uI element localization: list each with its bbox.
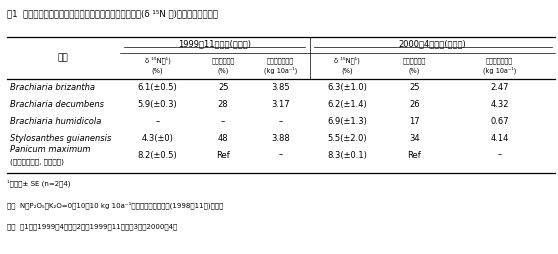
Text: 収穫  第1回：1999年4月、第2回：1999年11月、第3回：2000年4月: 収穫 第1回：1999年4月、第2回：1999年11月、第3回：2000年4月 [7, 224, 177, 230]
Text: 5.5(±2.0): 5.5(±2.0) [328, 134, 367, 143]
Text: 草種: 草種 [58, 53, 69, 62]
Text: 3.85: 3.85 [271, 84, 290, 92]
Text: 0.67: 0.67 [490, 117, 509, 126]
Text: 4.3(±0): 4.3(±0) [142, 134, 174, 143]
Text: (%): (%) [152, 67, 163, 74]
Text: Stylosanthes guianensis: Stylosanthes guianensis [10, 134, 112, 143]
Text: –: – [156, 117, 160, 126]
Text: Brachiaria decumbens: Brachiaria decumbens [10, 100, 104, 109]
Text: –: – [278, 117, 282, 126]
Text: Brachiaria brizantha: Brachiaria brizantha [10, 84, 95, 92]
Text: (%): (%) [341, 67, 353, 74]
Text: 窒素固定窒率: 窒素固定窒率 [211, 57, 235, 64]
Text: 推定窒素固定量: 推定窒素固定量 [267, 57, 294, 64]
Text: 6.9(±1.3): 6.9(±1.3) [328, 117, 367, 126]
Text: 8.3(±0.1): 8.3(±0.1) [328, 151, 367, 160]
Text: 48: 48 [218, 134, 229, 143]
Text: 17: 17 [409, 117, 420, 126]
Text: (kg 10a⁻¹): (kg 10a⁻¹) [264, 67, 297, 74]
Text: δ ¹⁵N値¹): δ ¹⁵N値¹) [145, 57, 171, 64]
Text: –: – [278, 151, 282, 160]
Text: Ref: Ref [217, 151, 230, 160]
Text: (kg 10a⁻¹): (kg 10a⁻¹) [483, 67, 516, 74]
Text: 3.88: 3.88 [271, 134, 290, 143]
Text: 6.3(±1.0): 6.3(±1.0) [328, 84, 367, 92]
Text: –: – [497, 151, 502, 160]
Text: Panicum maximum: Panicum maximum [10, 145, 90, 154]
Text: 5.9(±0.3): 5.9(±0.3) [138, 100, 177, 109]
Text: 25: 25 [218, 84, 228, 92]
Text: 25: 25 [409, 84, 420, 92]
Text: 3.17: 3.17 [271, 100, 290, 109]
Text: 4.32: 4.32 [490, 100, 509, 109]
Text: 4.14: 4.14 [490, 134, 508, 143]
Text: Brachiaria humidicola: Brachiaria humidicola [10, 117, 102, 126]
Text: 26: 26 [409, 100, 420, 109]
Text: 6.1(±0.5): 6.1(±0.5) [138, 84, 177, 92]
Text: δ ¹⁵N値¹): δ ¹⁵N値¹) [334, 57, 360, 64]
Text: 2.47: 2.47 [490, 84, 509, 92]
Text: 28: 28 [218, 100, 229, 109]
Text: (ギニアグラス, 対照作物): (ギニアグラス, 対照作物) [10, 158, 64, 165]
Text: 6.2(±1.4): 6.2(±1.4) [328, 100, 367, 109]
Text: Ref: Ref [407, 151, 421, 160]
Text: (%): (%) [218, 67, 229, 74]
Text: ¹）平均± SE (n=2〜4): ¹）平均± SE (n=2〜4) [7, 179, 70, 187]
Text: 8.2(±0.5): 8.2(±0.5) [138, 151, 177, 160]
Text: 表1  ブラジルで栽培された各種牧草の重窒素自然存在比(δ ¹⁵N 値)と推定窒素固定量: 表1 ブラジルで栽培された各種牧草の重窒素自然存在比(δ ¹⁵N 値)と推定窒素… [7, 9, 218, 18]
Text: (%): (%) [408, 67, 420, 74]
Text: 施肥  N：P₂O₅：K₂O=0：10：10 kg 10a⁻¹を基肥として播種時(1998年11月)に施用: 施肥 N：P₂O₅：K₂O=0：10：10 kg 10a⁻¹を基肥として播種時(… [7, 201, 223, 209]
Text: 窒素固定窒率: 窒素固定窒率 [403, 57, 426, 64]
Text: 34: 34 [409, 134, 420, 143]
Text: –: – [221, 117, 225, 126]
Text: 推定窒素固定量: 推定窒素固定量 [486, 57, 513, 64]
Text: 2000年4月収穫(雨期作): 2000年4月収穫(雨期作) [398, 39, 466, 48]
Text: 1999年11月収穫(乾期作): 1999年11月収穫(乾期作) [179, 39, 251, 48]
